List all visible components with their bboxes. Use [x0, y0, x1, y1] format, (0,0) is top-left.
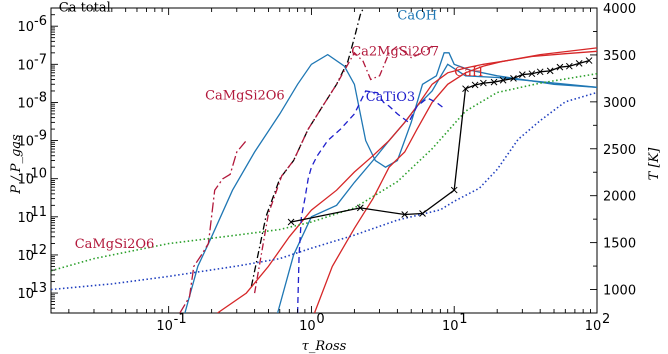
series-line-6: [253, 45, 433, 294]
series-line-4: [313, 47, 597, 313]
y-left-tick-exponent: -13: [26, 281, 47, 296]
series-marker-10-17: [575, 60, 583, 67]
y-axis-right: 1000 1500 2000 2500 3000 3500 4000: [590, 2, 636, 314]
y-left-tick-label: 10: [17, 58, 34, 73]
series-label-4: CaTiO3: [366, 90, 415, 105]
series-marker-10-18: [585, 57, 593, 64]
x-tick-exponent: 1: [459, 312, 467, 327]
series-marker-10-1: [356, 204, 364, 212]
y-left-tick-label: 10: [17, 173, 34, 188]
x-tick-label: 10: [299, 319, 316, 334]
y-left-tick-exponent: -10: [26, 167, 47, 182]
y-left-tick-label: 10: [17, 211, 34, 226]
x-tick-exponent: 2: [602, 312, 610, 327]
x-tick-label: 10: [585, 319, 602, 334]
y-axis-left-label: P / P_gas: [9, 134, 24, 195]
y-right-tick-label: 2500: [603, 143, 636, 158]
series-marker-10-15: [556, 63, 564, 71]
y-left-tick-exponent: -12: [26, 243, 47, 258]
y-right-tick-label: 2000: [603, 190, 636, 205]
series-marker-10-5: [462, 85, 469, 93]
series-label-2: Ca2MgSi2O7: [351, 45, 439, 60]
series-label-3: CaMgSi2O6: [205, 88, 285, 103]
series-marker-10-10: [510, 75, 517, 82]
y-left-tick-exponent: -9: [34, 129, 47, 144]
y-right-tick-label: 3500: [603, 49, 636, 64]
x-tick-exponent: 0: [316, 312, 324, 327]
series-label-1: CaOH: [397, 8, 437, 23]
series-marker-10-12: [528, 70, 536, 78]
series-line-1: [184, 52, 597, 313]
y-left-tick-exponent: -7: [34, 52, 47, 67]
series-label-0: Ca total: [59, 1, 111, 16]
y-left-tick-exponent: -8: [34, 90, 47, 105]
y-axis-right-label: T [K]: [647, 147, 662, 181]
series-marker-10-9: [499, 76, 507, 84]
x-tick-label: 10: [442, 319, 459, 334]
y-left-tick-label: 10: [17, 20, 34, 35]
series-marker-10-3: [419, 210, 426, 217]
series-marker-10-2: [401, 211, 409, 218]
series-marker-10-8: [490, 78, 498, 86]
y-right-tick-label: 3000: [603, 96, 636, 111]
x-axis-label: τ_Ross: [302, 339, 347, 354]
series-label-5: CaH: [454, 65, 483, 80]
series-line-5: [296, 90, 445, 313]
x-axis: 10 -1 10 0 10 1 10 2: [68, 8, 610, 334]
y-left-tick-exponent: -11: [26, 205, 47, 220]
y-left-tick-label: 10: [17, 135, 34, 150]
y-left-tick-label: 10: [17, 287, 34, 302]
series-label-6: CaMgSi2O6: [75, 237, 155, 252]
annotation-layer: Ca total CaOH Ca2MgSi2O7 CaMgSi2O6 CaTiO3 CaH…: [59, 1, 483, 253]
x-tick-exponent: -1: [174, 312, 187, 327]
series-marker-10-7: [480, 79, 487, 87]
series-marker-10-14: [546, 67, 554, 75]
x-tick-label: 10: [156, 319, 173, 334]
marker-layer: [287, 57, 593, 226]
series-marker-10-4: [450, 186, 458, 194]
series-line-7: [179, 140, 247, 313]
y-left-tick-label: 10: [17, 249, 34, 264]
y-left-tick-exponent: -6: [34, 14, 47, 29]
series-marker-10-16: [565, 62, 573, 70]
series-marker-10-0: [287, 218, 295, 226]
series-marker-10-13: [536, 68, 544, 76]
y-right-tick-label: 1500: [603, 237, 636, 252]
series-marker-10-6: [471, 81, 479, 89]
y-right-tick-label: 1000: [603, 284, 636, 299]
series-line-8: [51, 72, 597, 272]
series-marker-10-11: [518, 71, 526, 78]
plot-area: [50, 7, 598, 314]
series-line-9: [51, 91, 597, 291]
y-right-tick-label: 4000: [603, 2, 636, 17]
y-left-tick-label: 10: [17, 96, 34, 111]
